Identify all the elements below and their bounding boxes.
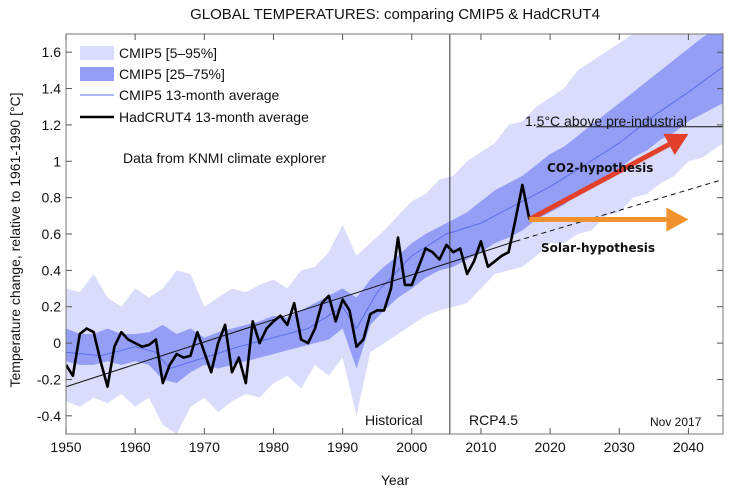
trend-line-dashed xyxy=(515,178,723,242)
legend-label-25-75: CMIP5 [25–75%] xyxy=(119,66,225,82)
x-tick-label: 2010 xyxy=(465,439,496,455)
y-tick-label: 0.8 xyxy=(42,190,62,206)
y-tick-label: -0.2 xyxy=(37,371,61,387)
y-tick-label: 0.6 xyxy=(42,226,62,242)
y-tick-label: 1.4 xyxy=(42,81,62,97)
legend-label-cmip-avg: CMIP5 13-month average xyxy=(119,87,280,103)
chart-title: GLOBAL TEMPERATURES: comparing CMIP5 & H… xyxy=(190,6,600,23)
legend: CMIP5 [5–95%] CMIP5 [25–75%] CMIP5 13-mo… xyxy=(80,45,309,125)
x-tick-label: 2030 xyxy=(604,439,635,455)
arrow-shaft-0 xyxy=(528,142,671,222)
cmip5-average-line xyxy=(66,66,723,370)
co2-hypothesis-label: CO2-hypothesis xyxy=(547,161,653,175)
reference-line-label: 1.5°C above pre-industrial xyxy=(525,113,687,129)
source-annotation: Data from KNMI climate explorer xyxy=(123,150,326,166)
x-tick-label: 1970 xyxy=(189,439,220,455)
solar-hypothesis-label: Solar-hypothesis xyxy=(541,241,655,255)
y-tick-label: 1.6 xyxy=(42,44,62,60)
x-tick-label: 2040 xyxy=(673,439,704,455)
date-annotation: Nov 2017 xyxy=(650,415,702,429)
legend-label-hadcrut: HadCRUT4 13-month average xyxy=(119,109,309,125)
historical-label: Historical xyxy=(365,412,423,428)
x-tick-label: 1980 xyxy=(258,439,289,455)
arrow-head-1 xyxy=(666,207,689,232)
y-tick-label: 1.2 xyxy=(42,117,62,133)
y-tick-label: 0.4 xyxy=(42,262,62,278)
y-tick-label: -0.4 xyxy=(37,408,61,424)
cmip5-25-75-band xyxy=(66,34,723,384)
arrow-head-0 xyxy=(663,133,689,155)
y-axis-label: Temperature change, relative to 1961-199… xyxy=(7,92,23,387)
legend-label-5-95: CMIP5 [5–95%] xyxy=(119,45,217,61)
hadcrut4-line xyxy=(66,183,531,388)
x-tick-label: 2000 xyxy=(396,439,427,455)
y-tick-label: 0.2 xyxy=(42,299,62,315)
legend-swatch-5-95 xyxy=(80,46,114,60)
y-tick-label: 0 xyxy=(53,335,61,351)
x-tick-label: 1990 xyxy=(327,439,358,455)
y-tick-label: 1 xyxy=(53,153,61,169)
legend-swatch-25-75 xyxy=(80,67,114,81)
x-tick-label: 1950 xyxy=(50,439,81,455)
x-tick-label: 2020 xyxy=(535,439,566,455)
x-tick-label: 1960 xyxy=(120,439,151,455)
x-axis-label: Year xyxy=(381,472,410,488)
rcp45-label: RCP4.5 xyxy=(469,412,518,428)
